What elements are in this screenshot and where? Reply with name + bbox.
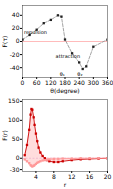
svg-text:300: 300: [88, 79, 100, 86]
svg-text:r: r: [64, 181, 67, 188]
svg-text:16: 16: [86, 173, 94, 180]
svg-text:120: 120: [45, 79, 57, 86]
svg-text:attraction: attraction: [56, 53, 80, 59]
svg-text:240: 240: [73, 79, 85, 86]
svg-text:360: 360: [102, 79, 113, 86]
svg-text:-40: -40: [10, 64, 20, 71]
svg-text:F(τ): F(τ): [1, 36, 8, 48]
svg-text:12: 12: [68, 173, 76, 180]
svg-text:8: 8: [52, 173, 56, 180]
svg-text:θ₂: θ₂: [77, 71, 82, 77]
svg-text:150: 150: [8, 97, 20, 104]
svg-text:20: 20: [12, 24, 20, 31]
svg-text:40: 40: [12, 11, 20, 18]
svg-text:0: 0: [16, 37, 20, 44]
svg-text:0: 0: [16, 154, 20, 161]
svg-text:100: 100: [8, 116, 20, 123]
svg-text:-20: -20: [10, 51, 20, 58]
svg-text:θ(degree): θ(degree): [50, 87, 79, 95]
svg-text:60: 60: [33, 79, 41, 86]
svg-text:4: 4: [34, 173, 38, 180]
svg-text:20: 20: [104, 173, 112, 180]
svg-text:repulsion: repulsion: [24, 29, 47, 36]
svg-text:-30: -30: [10, 166, 20, 173]
svg-text:50: 50: [12, 135, 20, 142]
svg-text:F(r): F(r): [1, 130, 8, 141]
svg-text:θ₁: θ₁: [60, 71, 65, 77]
svg-text:0: 0: [21, 79, 25, 86]
svg-text:180: 180: [59, 79, 71, 86]
